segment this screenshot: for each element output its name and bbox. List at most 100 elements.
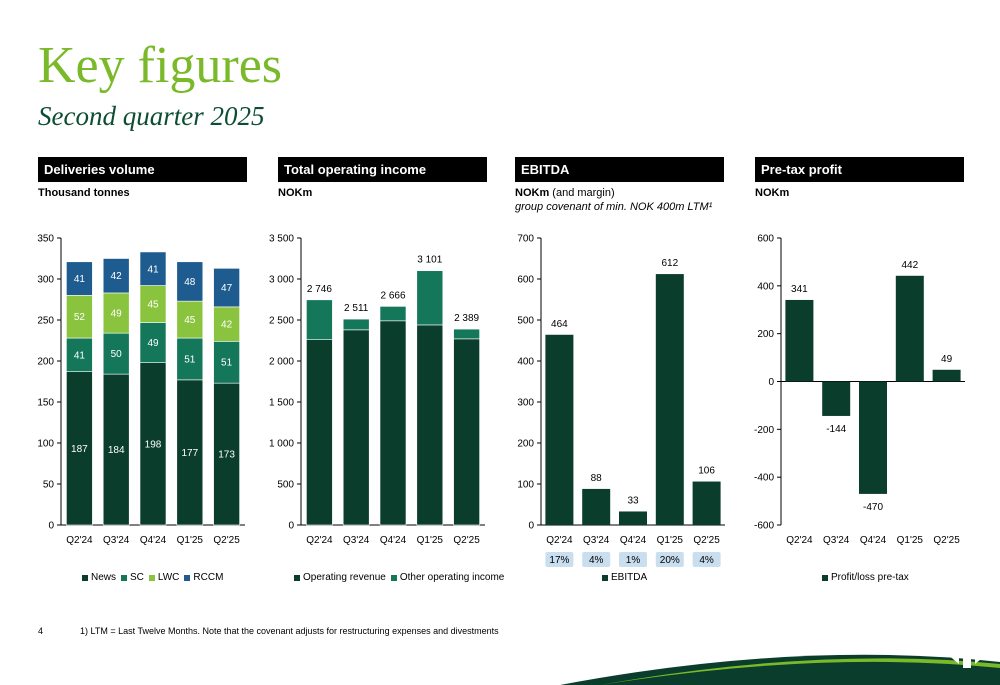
x-tick-label: Q2'25 <box>933 535 960 546</box>
margin-box <box>655 552 684 567</box>
y-tick-label: 200 <box>517 439 534 450</box>
data-label: 184 <box>108 445 125 456</box>
total-label: 2 389 <box>454 313 479 324</box>
x-tick-label: Q3'24 <box>823 535 850 546</box>
legend-item: EBITDA <box>602 572 647 583</box>
data-label: 187 <box>71 444 88 455</box>
legend-label: RCCM <box>193 572 224 583</box>
operating-income-chart: 0 500 1 000 1 500 2 000 2 500 3 000 3 500 Q2'24 Q… <box>269 234 485 546</box>
y-tick-label: -200 <box>754 425 774 436</box>
panel-title: Total operating income <box>278 157 487 182</box>
y-tick-label: 2 500 <box>269 316 294 327</box>
data-label: 33 <box>627 495 639 506</box>
legend-item: News <box>82 572 116 583</box>
deliveries-volume-chart: 0 50 100 150 200 250 300 350 Q2'24 Q3'24 Q4'24 Q1'2… <box>37 234 245 546</box>
legend-swatch <box>294 574 300 581</box>
data-label: 198 <box>145 439 162 450</box>
y-tick-label: 100 <box>37 439 54 450</box>
bar <box>655 274 684 525</box>
bar-segment <box>102 373 130 526</box>
legend-label: LWC <box>157 572 180 583</box>
bar-segment <box>139 251 167 286</box>
x-tick-label: Q2'24 <box>306 535 333 546</box>
bar-segment <box>176 379 204 526</box>
y-tick-label: -400 <box>754 473 774 484</box>
data-label: 52 <box>74 312 86 323</box>
bar-segment <box>176 337 204 381</box>
y-tick-label: 700 <box>517 234 534 245</box>
legend-item: Operating revenue <box>294 572 386 583</box>
bar <box>859 381 887 494</box>
margin-label: 4% <box>699 555 714 566</box>
bar <box>582 488 611 525</box>
legend-label: SC <box>130 572 144 583</box>
panel-unit: NOKm <box>755 187 790 199</box>
deliveries-legend: News SC LWC RCCM <box>82 572 228 584</box>
footnote: 1) LTM = Last Twelve Months. Note that t… <box>80 626 499 636</box>
covenant-note: group covenant of min. NOK 400m LTM¹ <box>515 201 713 213</box>
y-tick-label: 0 <box>288 521 294 532</box>
data-label: 42 <box>221 320 233 331</box>
bar <box>785 299 814 382</box>
y-tick-label: 400 <box>757 281 774 292</box>
y-tick-label: 0 <box>768 377 774 388</box>
data-label: 48 <box>184 277 196 288</box>
panel-title: Pre-tax profit <box>755 157 964 182</box>
legend-label: Other operating income <box>399 572 505 583</box>
y-tick-label: 200 <box>37 357 54 368</box>
bar-segment <box>453 338 480 526</box>
x-tick-label: Q1'25 <box>897 535 924 546</box>
data-label: 49 <box>147 338 159 349</box>
x-tick-label: Q2'24 <box>786 535 813 546</box>
y-tick-label: 350 <box>37 234 54 245</box>
bar-segment <box>379 320 407 526</box>
ebitda-legend: EBITDA <box>602 572 652 584</box>
bar <box>545 334 574 525</box>
y-tick-label: 300 <box>37 275 54 286</box>
y-tick-label: 100 <box>517 480 534 491</box>
bar-segment <box>213 268 240 308</box>
bar <box>619 511 647 525</box>
y-tick-label: 250 <box>37 316 54 327</box>
legend-swatch <box>82 574 88 581</box>
panel-pretax-profit: Pre-tax profit NOKm <box>755 157 964 200</box>
y-tick-label: 50 <box>43 480 55 491</box>
margin-label: 1% <box>626 555 641 566</box>
legend-item: SC <box>121 572 144 583</box>
y-tick-label: 0 <box>48 521 54 532</box>
bar-segment <box>342 329 370 526</box>
x-tick-label: Q2'25 <box>213 535 240 546</box>
x-tick-label: Q4'24 <box>620 535 647 546</box>
data-label: 464 <box>551 319 568 330</box>
company-logo-icon <box>947 624 987 668</box>
bar-segment <box>306 299 333 340</box>
panel-ebitda: EBITDA NOKm (and margin) group covenant o… <box>515 157 724 214</box>
bar <box>822 381 851 416</box>
margin-box <box>545 552 574 567</box>
margin-box <box>619 552 647 567</box>
pretax-legend: Profit/loss pre-tax <box>822 572 914 584</box>
bar-segment <box>102 332 130 375</box>
data-label: 49 <box>111 309 123 320</box>
legend-label: News <box>91 572 117 583</box>
legend-item: LWC <box>148 572 180 583</box>
total-label: 2 511 <box>344 303 369 314</box>
y-tick-label: 200 <box>757 329 774 340</box>
panel-unit: NOKm (and margin) group covenant of min. … <box>515 186 724 214</box>
data-label: 88 <box>591 473 603 484</box>
x-tick-label: Q2'25 <box>453 535 480 546</box>
page-subtitle: Second quarter 2025 <box>38 101 265 131</box>
bar-segment <box>213 382 240 526</box>
legend-swatch <box>602 574 608 581</box>
y-tick-label: 500 <box>277 480 294 491</box>
bar-segment <box>139 322 167 363</box>
bar-segment <box>139 285 167 323</box>
legend-label: EBITDA <box>611 572 648 583</box>
legend-item: Profit/loss pre-tax <box>822 572 909 583</box>
data-label: 45 <box>184 315 196 326</box>
bar-segment <box>416 270 444 326</box>
bar-segment <box>416 324 444 526</box>
y-tick-label: 600 <box>757 234 774 245</box>
panel-title: EBITDA <box>515 157 724 182</box>
